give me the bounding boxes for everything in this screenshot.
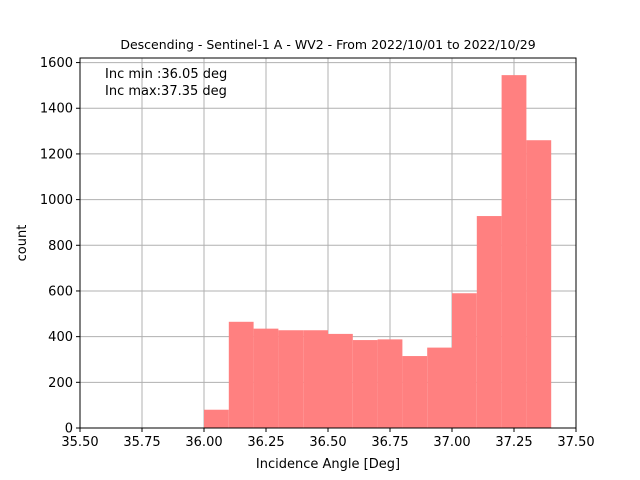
y-tick-label: 400 [48,330,73,345]
y-tick-label: 800 [48,239,73,254]
y-tick-label: 600 [48,284,73,299]
x-tick-label: 36.25 [247,435,284,450]
bars [204,75,552,428]
histogram-bar [278,330,304,428]
histogram-bar [526,140,552,428]
x-tick-label: 37.50 [557,435,594,450]
y-tick-label: 1000 [40,193,73,208]
histogram-bar [253,328,279,428]
histogram-bar [452,293,477,428]
x-axis-label: Incidence Angle [Deg] [256,457,400,472]
annotation-inc-max: Inc max:37.35 deg [105,84,227,99]
annotation-inc-min: Inc min :36.05 deg [105,67,227,82]
histogram-bar [402,356,428,428]
histogram-bar [501,75,527,428]
y-tick-label: 0 [65,422,73,437]
y-tick-label: 1600 [40,56,73,71]
x-tick-label: 35.50 [61,435,98,450]
x-tick-label: 35.75 [123,435,160,450]
histogram-bar [328,333,353,428]
x-tick-label: 36.00 [185,435,222,450]
y-axis-ticks: 0 200 400 600 800 1000 1200 1400 1600 [40,56,80,437]
histogram-bar [377,339,403,428]
y-axis-label: count [15,225,30,262]
x-tick-label: 37.25 [495,435,532,450]
histogram-bar [303,330,328,428]
histogram-bar [427,347,452,428]
x-tick-label: 36.75 [371,435,408,450]
x-axis-ticks: 35.50 35.75 36.00 36.25 36.50 36.75 37.00 37.25… [61,428,595,450]
histogram-bar [228,321,254,428]
histogram-bar [476,216,502,428]
histogram-bar [204,409,229,428]
chart-title: Descending - Sentinel-1 A - WV2 - From 2… [120,37,535,52]
y-tick-label: 1400 [40,102,73,117]
x-tick-label: 36.50 [309,435,346,450]
histogram-bar [352,340,378,428]
x-tick-label: 37.00 [433,435,470,450]
y-tick-label: 200 [48,376,73,391]
y-tick-label: 1200 [40,147,73,162]
